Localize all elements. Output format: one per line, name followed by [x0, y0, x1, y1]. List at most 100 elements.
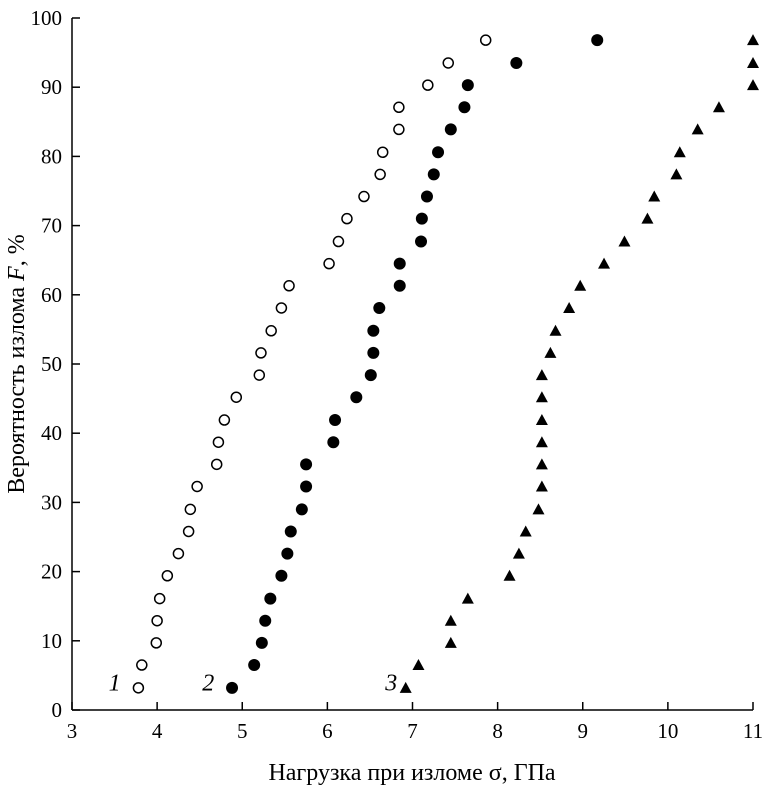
data-point-filled-circle	[444, 123, 457, 136]
data-point-filled-circle	[427, 168, 440, 181]
data-point-open-circle	[150, 637, 163, 649]
data-point-filled-circle	[364, 369, 377, 382]
data-point-open-circle	[153, 592, 166, 605]
data-point-open-circle	[393, 101, 405, 114]
y-tick-label: 0	[52, 698, 63, 722]
x-tick-label: 8	[492, 719, 503, 743]
data-point-filled-circle	[255, 636, 268, 649]
data-point-filled-circle	[300, 480, 313, 493]
data-point-open-circle	[191, 480, 203, 493]
data-point-filled-circle	[329, 414, 342, 427]
data-point-triangle	[399, 681, 412, 693]
data-point-filled-circle	[461, 79, 474, 92]
data-point-triangle	[673, 146, 686, 158]
data-point-triangle	[544, 346, 557, 358]
data-point-filled-circle	[415, 235, 428, 248]
data-point-triangle	[712, 101, 725, 113]
data-point-open-circle	[182, 525, 195, 538]
data-point-open-circle	[255, 347, 267, 359]
data-point-triangle	[641, 212, 654, 224]
data-point-open-circle	[323, 257, 335, 270]
data-point-triangle	[648, 190, 661, 202]
data-point-triangle	[512, 547, 525, 559]
ticks: 3 4 5 6 7 8 9 10 11 0 10 20 30 40 50 60 70 80 90 100	[31, 6, 764, 743]
y-tick-label: 60	[41, 283, 62, 307]
data-point-open-circle	[132, 682, 145, 694]
data-point-open-circle	[358, 190, 370, 203]
y-tick-label: 90	[41, 75, 62, 99]
series-label-3: 3	[384, 670, 397, 696]
y-tick-label: 70	[41, 214, 62, 238]
data-point-open-circle	[422, 79, 434, 91]
data-point-triangle	[549, 324, 562, 336]
y-tick-label: 100	[31, 6, 63, 30]
data-point-filled-circle	[300, 458, 313, 471]
data-point-open-circle	[218, 414, 231, 426]
y-axis-label: Вероятность излома F, %	[4, 234, 30, 493]
data-point-triangle	[598, 257, 611, 269]
y-tick-label: 40	[41, 421, 62, 445]
series-label-1: 1	[109, 670, 121, 696]
data-point-triangle	[618, 235, 631, 247]
x-tick-label: 6	[322, 719, 333, 743]
data-point-filled-circle	[327, 436, 340, 449]
data-point-triangle	[574, 279, 587, 291]
data-point-triangle	[747, 34, 759, 46]
data-point-filled-circle	[248, 659, 261, 672]
data-point-filled-circle	[275, 569, 288, 582]
y-tick-label: 30	[41, 490, 62, 514]
data-point-triangle	[535, 458, 548, 470]
data-point-filled-circle	[432, 146, 445, 159]
data-point-triangle	[535, 436, 548, 448]
data-point-open-circle	[479, 34, 492, 46]
data-point-open-circle	[332, 235, 345, 248]
data-point-open-circle	[393, 123, 405, 136]
data-point-filled-circle	[393, 257, 406, 270]
data-point-triangle	[535, 414, 548, 426]
y-tick-label: 20	[41, 560, 62, 584]
data-point-open-circle	[376, 146, 389, 158]
series-labels: 1 2 3	[109, 670, 398, 696]
data-point-filled-circle	[510, 56, 523, 69]
data-point-filled-circle	[295, 503, 308, 516]
x-tick-label: 4	[152, 719, 163, 743]
data-point-triangle	[444, 636, 457, 648]
data-point-open-circle	[275, 302, 288, 314]
axes	[71, 18, 753, 711]
data-point-triangle	[412, 659, 425, 671]
x-tick-label: 3	[67, 719, 78, 743]
data-point-open-circle	[210, 458, 223, 471]
y-axis-label-part: Вероятность излома	[4, 281, 30, 494]
x-tick-label: 7	[407, 719, 418, 743]
data-point-triangle	[747, 79, 759, 91]
x-axis-label: Нагрузка при изломе σ, ГПа	[268, 760, 555, 786]
data-point-triangle	[535, 480, 548, 492]
y-tick-label: 50	[41, 352, 62, 376]
data-point-open-circle	[161, 570, 174, 582]
data-point-filled-circle	[350, 391, 363, 404]
data-point-open-circle	[442, 57, 455, 69]
x-tick-label: 5	[237, 719, 248, 743]
y-axis-label-unit: , %	[4, 234, 30, 266]
data-point-open-circle	[283, 280, 295, 292]
data-point-filled-circle	[373, 301, 386, 314]
series-label-2: 2	[202, 670, 214, 696]
data-point-triangle	[532, 503, 545, 515]
data-point-open-circle	[253, 369, 266, 381]
data-point-filled-circle	[415, 212, 428, 225]
data-point-filled-circle	[393, 279, 406, 292]
data-point-filled-circle	[284, 525, 297, 538]
data-point-triangle	[563, 301, 576, 313]
data-point-filled-circle	[264, 592, 277, 605]
data-point-filled-circle	[591, 34, 604, 47]
data-point-open-circle	[265, 325, 277, 337]
series-3	[399, 34, 759, 693]
data-point-filled-circle	[367, 324, 380, 337]
data-point-triangle	[670, 168, 683, 180]
data-point-filled-circle	[281, 547, 294, 560]
data-point-open-circle	[151, 614, 163, 627]
x-tick-label: 10	[657, 719, 678, 743]
data-point-open-circle	[184, 503, 197, 516]
data-point-triangle	[691, 123, 704, 135]
